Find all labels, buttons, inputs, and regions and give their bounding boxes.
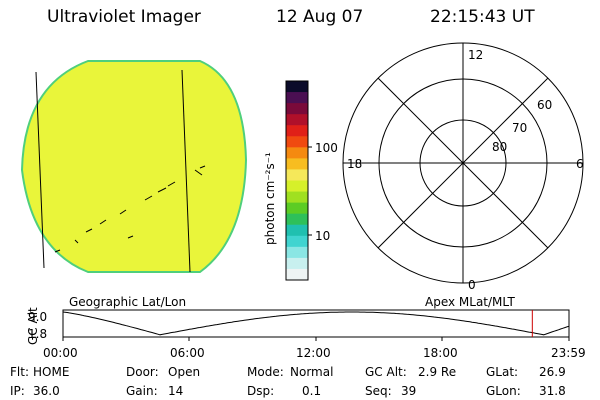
colorbar [286, 81, 308, 281]
colorbar-band [286, 235, 308, 248]
colorbar-band [286, 268, 308, 281]
altitude-ytick-bottom: 1.8 [28, 327, 48, 341]
colorbar-unit-label: photon cm⁻²s⁻¹ [263, 152, 277, 245]
ip-value: 36.0 [33, 384, 60, 398]
lat-label-80: 80 [492, 140, 508, 154]
seq-value: 39 [401, 384, 417, 398]
x-ticks [62, 337, 570, 341]
gain-label: Gain: [126, 384, 158, 398]
colorbar-band [286, 158, 308, 170]
x-tick-label-0: 00:00 [43, 346, 78, 360]
colorbar-band [286, 191, 308, 204]
uv-disk [20, 60, 248, 273]
altitude-curve [62, 311, 570, 336]
colorbar-band [286, 246, 308, 259]
x-tick-label-1: 06:00 [170, 346, 205, 360]
mlt-label-0: 0 [468, 278, 476, 292]
x-tick-label-4: 23:59 [551, 346, 586, 360]
glat-value: 26.9 [539, 365, 566, 379]
flt-label: Flt: [10, 365, 29, 379]
colorbar-band [286, 92, 308, 104]
mlt-label-12: 12 [468, 48, 484, 62]
colorbar-frame [285, 80, 309, 281]
door-value: Open [168, 365, 201, 379]
lat-label-60: 60 [537, 98, 553, 112]
colorbar-label-10: 10 [315, 229, 331, 243]
colorbar-band [286, 180, 308, 193]
gcalt-value: 2.9 Re [418, 365, 457, 379]
polar-grid [342, 42, 584, 284]
apex-caption: Apex MLat/MLT [425, 295, 515, 309]
dsp-value: 0.1 [302, 384, 322, 398]
diag-2 [377, 77, 549, 249]
date-label: 12 Aug 07 [276, 7, 364, 27]
colorbar-band [286, 202, 308, 215]
mode-label: Mode: [247, 365, 284, 379]
ip-label: IP: [10, 384, 25, 398]
door-label: Door: [126, 365, 159, 379]
colorbar-band [286, 136, 308, 148]
lon-line-left [35, 71, 45, 269]
colorbar-label-100: 100 [315, 141, 338, 155]
lon-line-right [181, 69, 191, 273]
mode-value: Normal [290, 365, 334, 379]
geographic-image [20, 60, 248, 273]
colorbar-band [286, 257, 308, 270]
flt-value: HOME [33, 365, 70, 379]
colorbar-band [286, 125, 308, 137]
dsp-label: Dsp: [247, 384, 275, 398]
instrument-title: Ultraviolet Imager [47, 7, 201, 27]
mlt-label-6: 6 [576, 157, 584, 171]
colorbar-band [286, 169, 308, 181]
colorbar-band [286, 81, 308, 93]
altitude-ytick-top: 9.0 [28, 310, 48, 324]
colorbar-band [286, 213, 308, 226]
colorbar-band [286, 103, 308, 115]
x-tick-label-2: 12:00 [296, 346, 331, 360]
lat-label-70: 70 [512, 121, 528, 135]
gcalt-label: GC Alt: [365, 365, 407, 379]
geographic-caption: Geographic Lat/Lon [69, 295, 187, 309]
coastline-fragments [54, 165, 206, 253]
glon-value: 31.8 [539, 384, 566, 398]
mlt-label-18: 18 [347, 157, 363, 171]
glat-label: GLat: [486, 365, 519, 379]
colorbar-band [286, 224, 308, 237]
colorbar-band [286, 147, 308, 159]
colorbar-band [286, 114, 308, 126]
gain-value: 14 [168, 384, 184, 398]
glon-label: GLon: [486, 384, 521, 398]
altitude-frame [62, 309, 570, 338]
x-tick-label-3: 18:00 [423, 346, 458, 360]
seq-label: Seq: [365, 384, 392, 398]
time-label: 22:15:43 UT [430, 7, 535, 27]
